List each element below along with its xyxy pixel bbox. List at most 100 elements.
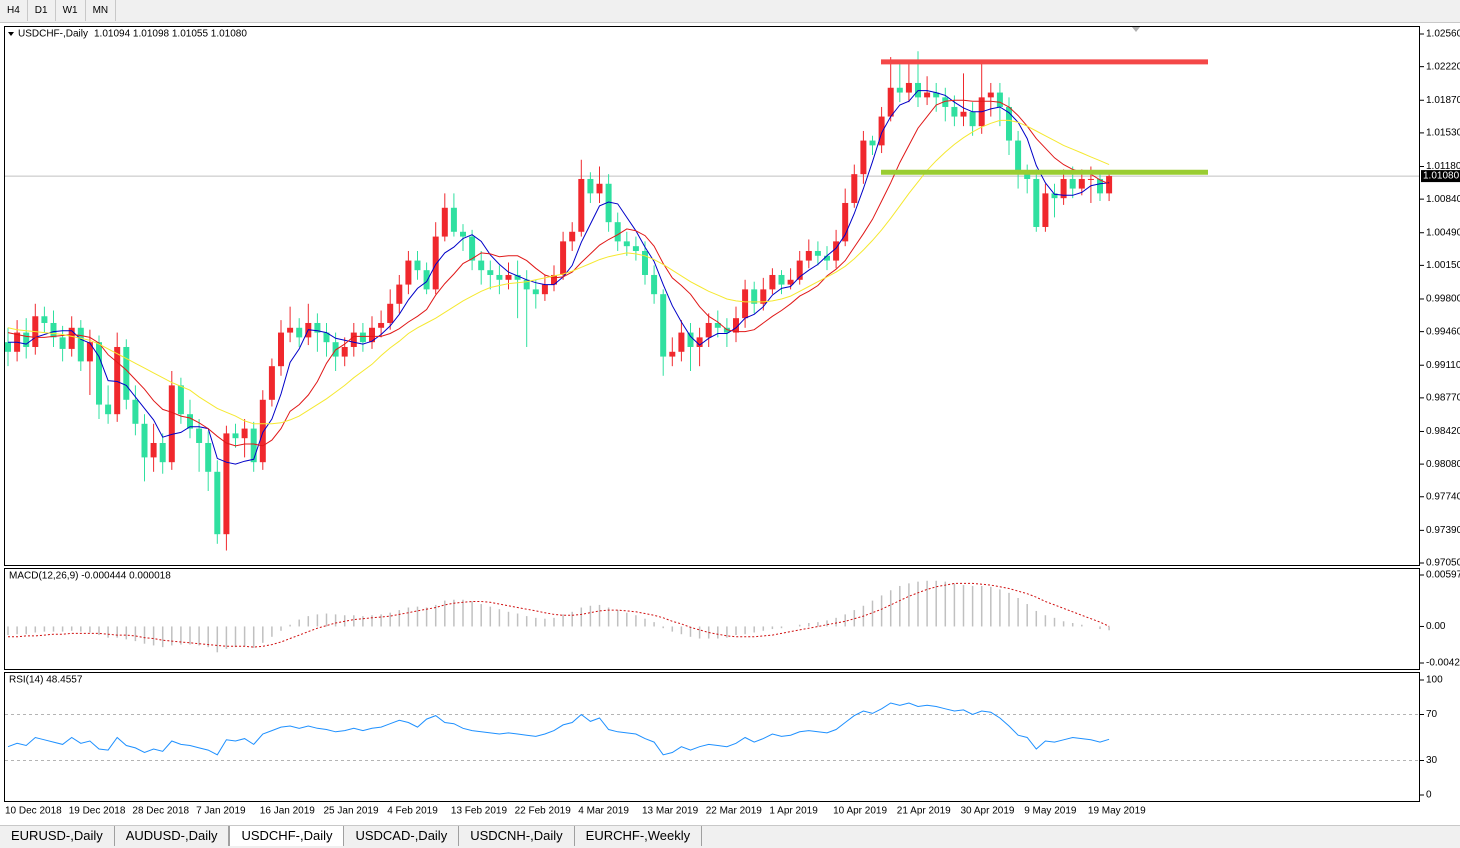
candle-body: [769, 274, 776, 290]
candle-body: [851, 174, 858, 203]
panel-title: RSI(14) 48.4557: [9, 675, 83, 686]
y-tick-label: 0.97740: [1426, 491, 1460, 502]
x-tick-label: 4 Mar 2019: [578, 806, 629, 817]
candle-body: [532, 289, 539, 295]
candle-body: [1078, 178, 1085, 189]
x-tick-label: 7 Jan 2019: [196, 806, 246, 817]
macd-panel: [4, 568, 1420, 670]
y-tick-label: 0.98080: [1426, 459, 1460, 470]
y-tick-label: 1.01870: [1426, 95, 1460, 106]
y-tick-label: 1.01180: [1426, 161, 1460, 172]
candle-body: [441, 207, 448, 237]
candle-body: [1106, 176, 1113, 194]
candle-body: [123, 346, 130, 400]
candle-body: [405, 260, 412, 285]
candle-body: [796, 260, 803, 280]
candle-body: [942, 97, 949, 107]
y-tick-label: 0: [1426, 790, 1432, 801]
candle-body: [969, 111, 976, 127]
candle-body: [378, 322, 385, 328]
candle-body: [432, 236, 439, 290]
candle-body: [77, 327, 84, 362]
collapse-arrow: [8, 32, 14, 36]
y-tick-label: -0.00424: [1426, 658, 1460, 669]
candle-body: [50, 322, 57, 338]
candle-body: [287, 327, 294, 333]
shift-marker: [1132, 27, 1140, 32]
candle-body: [259, 399, 266, 463]
y-tick-label: 100: [1426, 675, 1443, 686]
candle-body: [132, 399, 139, 424]
candle-body: [1024, 174, 1031, 179]
candle-body: [787, 279, 794, 285]
candle-body: [824, 255, 830, 261]
timeframe-button[interactable]: MN: [86, 0, 117, 21]
candle-body: [742, 289, 749, 319]
chart-tab[interactable]: AUDUSD-,Daily: [115, 826, 230, 846]
chart-tab[interactable]: USDCHF-,Daily: [229, 826, 345, 846]
candle-body: [278, 332, 284, 367]
candle-body: [842, 202, 849, 242]
candle-body: [141, 423, 148, 458]
chart-tab[interactable]: USDCAD-,Daily: [344, 826, 460, 846]
candle-body: [341, 346, 348, 357]
candle-body: [578, 178, 585, 232]
candle-body: [268, 366, 275, 400]
x-tick-label: 19 Dec 2018: [69, 806, 126, 817]
chart-tabs: EURUSD-,Daily AUDUSD-,Daily USDCHF-,Daily U…: [0, 825, 1460, 848]
candle-body: [951, 106, 958, 117]
candle-body: [860, 140, 867, 175]
candle-body: [678, 332, 685, 352]
x-tick-label: 22 Feb 2019: [515, 806, 572, 817]
y-tick-label: 70: [1426, 709, 1438, 720]
y-tick-label: 1.00490: [1426, 227, 1460, 238]
candle-body: [869, 140, 876, 146]
candle-body: [996, 92, 1003, 107]
timeframe-button[interactable]: H4: [0, 0, 28, 21]
x-tick-label: 30 Apr 2019: [961, 806, 1015, 817]
candle-body: [369, 327, 375, 343]
candle-body: [605, 183, 612, 223]
x-tick-label: 25 Jan 2019: [324, 806, 379, 817]
chart-tab[interactable]: EURCHF-,Weekly: [575, 826, 703, 846]
candle-body: [1097, 178, 1103, 194]
y-tick-label: 30: [1426, 755, 1438, 766]
candle-body: [523, 279, 530, 290]
candle-body: [1042, 193, 1049, 227]
candle-body: [205, 442, 212, 472]
candle-body: [1015, 140, 1022, 175]
candle-body: [487, 270, 494, 275]
candle-body: [632, 246, 639, 251]
y-tick-label: 0.99110: [1426, 360, 1460, 371]
rsi-panel: [4, 672, 1420, 802]
candle-body: [596, 183, 603, 194]
candle-body: [232, 433, 239, 439]
x-tick-label: 22 Mar 2019: [706, 806, 763, 817]
chart: 1.02560 1.02220 1.01870 1.01530 1.01180 1.008…: [4, 26, 1460, 817]
x-tick-label: 1 Apr 2019: [769, 806, 818, 817]
candle-body: [833, 241, 840, 261]
candle-body: [905, 82, 912, 93]
y-tick-label: 0.97050: [1426, 558, 1460, 569]
y-tick-label: 1.02560: [1426, 29, 1460, 40]
candle-body: [41, 316, 48, 323]
candle-body: [196, 428, 203, 443]
candle-body: [924, 92, 931, 98]
candle-body: [1087, 178, 1094, 180]
candle-body: [414, 260, 421, 271]
candle-body: [751, 289, 758, 304]
x-tick-label: 21 Apr 2019: [897, 806, 951, 817]
timeframe-button[interactable]: D1: [28, 0, 56, 21]
y-tick-label: 0.97390: [1426, 525, 1460, 536]
candle-body: [1033, 178, 1040, 227]
candle-body: [696, 337, 703, 347]
candle-body: [805, 250, 812, 261]
x-tick-label: 13 Mar 2019: [642, 806, 699, 817]
candle-body: [623, 241, 630, 247]
candle-body: [168, 385, 175, 463]
chart-tab[interactable]: USDCNH-,Daily: [459, 826, 575, 846]
timeframe-button[interactable]: W1: [56, 0, 86, 21]
candle-body: [669, 351, 676, 357]
chart-tab[interactable]: EURUSD-,Daily: [0, 826, 115, 846]
